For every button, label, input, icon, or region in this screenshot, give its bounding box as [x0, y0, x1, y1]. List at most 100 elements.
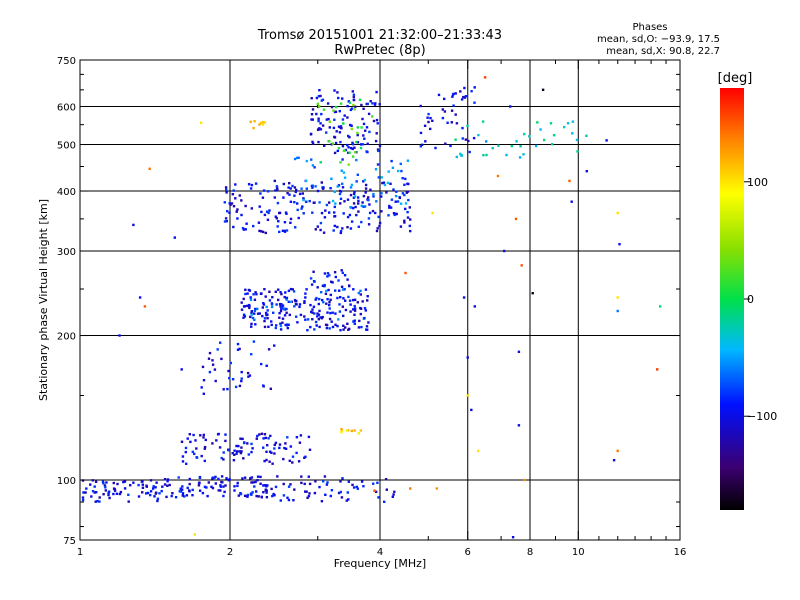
data-point: [242, 228, 246, 231]
data-point: [293, 186, 297, 189]
data-point: [328, 307, 331, 310]
data-point: [368, 203, 371, 206]
data-point: [240, 377, 243, 380]
data-point: [575, 138, 579, 142]
data-point: [211, 442, 214, 445]
data-point: [341, 186, 345, 189]
data-point: [250, 311, 253, 315]
data-point: [351, 483, 354, 487]
data-point: [253, 312, 256, 315]
data-point: [284, 447, 288, 450]
data-point: [240, 446, 243, 449]
data-point: [339, 230, 343, 233]
data-point: [173, 236, 176, 239]
data-point: [285, 323, 289, 326]
data-point: [314, 298, 317, 301]
data-point: [360, 220, 363, 224]
data-point: [449, 144, 452, 148]
data-point: [342, 324, 345, 327]
data-point: [311, 142, 315, 145]
data-point: [316, 102, 319, 105]
data-point: [225, 477, 228, 480]
data-point: [349, 123, 352, 127]
data-point: [303, 301, 306, 304]
data-point: [90, 495, 93, 498]
data-point: [473, 86, 476, 89]
data-point: [346, 491, 349, 494]
data-point: [202, 392, 205, 395]
data-point: [340, 169, 343, 172]
data-point: [281, 317, 285, 320]
x-tick-label: 16: [674, 547, 687, 558]
data-point: [328, 327, 331, 330]
data-point: [181, 494, 184, 497]
data-point: [406, 210, 409, 214]
data-points: [81, 76, 662, 539]
data-point: [350, 220, 354, 223]
data-point: [301, 192, 304, 195]
data-point: [325, 118, 328, 121]
data-point: [277, 298, 280, 302]
data-point: [263, 319, 266, 323]
data-point: [220, 480, 223, 484]
data-point: [325, 326, 329, 330]
data-point: [351, 143, 355, 146]
data-point: [408, 206, 411, 209]
data-point: [289, 300, 292, 304]
chart-subtitle: RwPretec (8p): [334, 43, 425, 58]
data-point: [327, 288, 330, 292]
data-point: [300, 187, 303, 190]
data-point: [338, 303, 341, 306]
data-point: [281, 304, 285, 307]
data-point: [263, 288, 266, 291]
data-point: [311, 318, 314, 321]
data-point: [339, 190, 343, 193]
data-point: [337, 491, 341, 495]
data-point: [380, 176, 383, 179]
data-point: [359, 429, 362, 432]
data-point: [318, 485, 321, 489]
data-point: [333, 205, 336, 209]
data-point: [242, 457, 245, 460]
data-point: [309, 133, 313, 136]
data-point: [350, 146, 353, 150]
data-point: [353, 313, 356, 316]
data-point: [351, 90, 354, 93]
data-point: [466, 124, 469, 128]
data-point: [289, 187, 292, 190]
data-point: [233, 485, 236, 488]
phase-stats-heading: Phases: [632, 22, 667, 33]
data-point: [240, 199, 243, 202]
data-point: [311, 186, 314, 189]
data-point: [313, 166, 316, 169]
data-point: [318, 297, 321, 301]
data-point: [381, 181, 384, 185]
data-point: [339, 161, 342, 164]
data-point: [170, 494, 173, 498]
data-point: [585, 170, 588, 173]
data-point: [252, 293, 255, 296]
data-point: [226, 387, 229, 391]
data-point: [240, 213, 243, 217]
data-point: [235, 452, 238, 455]
data-point: [406, 159, 410, 162]
data-point: [289, 483, 292, 486]
data-point: [353, 307, 357, 310]
data-point: [149, 479, 153, 482]
data-point: [349, 227, 353, 230]
data-point: [319, 316, 322, 319]
data-point: [605, 139, 608, 142]
data-point: [328, 201, 331, 204]
data-point: [228, 202, 231, 205]
data-point: [334, 141, 338, 145]
data-point: [352, 298, 355, 302]
data-point: [347, 146, 350, 149]
data-point: [240, 379, 243, 383]
data-point: [232, 225, 235, 229]
data-point: [355, 180, 358, 183]
colorbar-tick-label: 0: [747, 293, 754, 306]
data-point: [477, 133, 480, 137]
data-point: [337, 125, 341, 128]
data-point: [236, 348, 240, 351]
data-point: [273, 179, 276, 183]
